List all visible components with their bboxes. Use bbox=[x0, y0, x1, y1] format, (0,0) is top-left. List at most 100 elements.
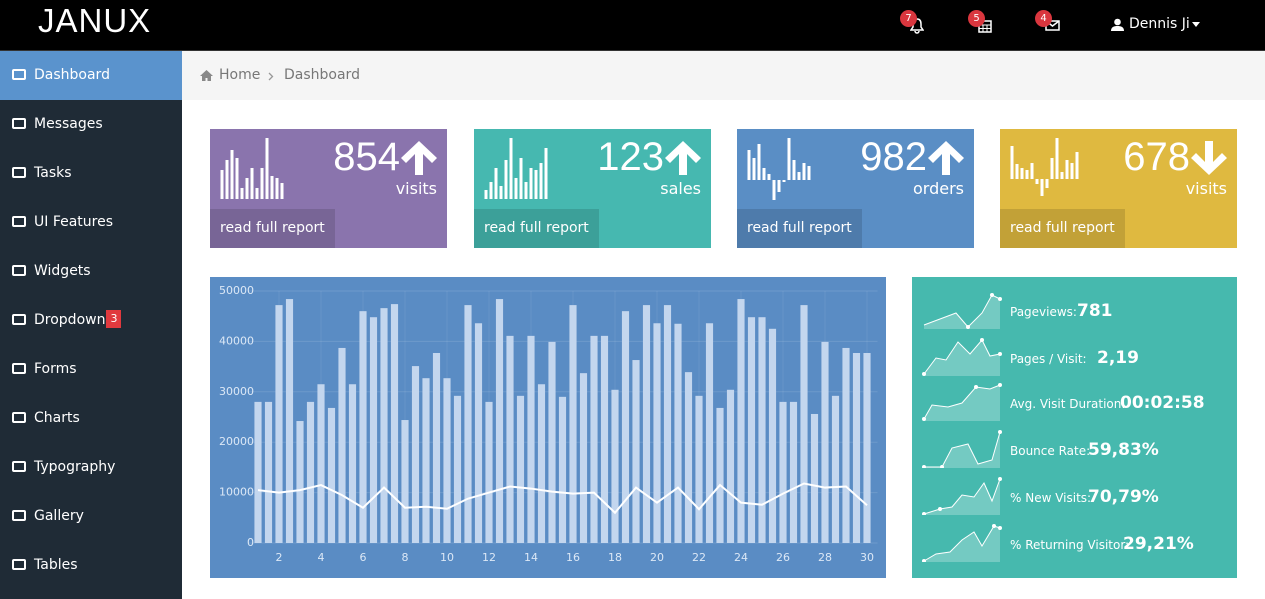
nav-item[interactable]: Messages bbox=[0, 100, 182, 149]
arrow-up bbox=[928, 141, 964, 175]
bar bbox=[663, 305, 672, 543]
bar bbox=[726, 389, 735, 543]
bar bbox=[747, 317, 756, 543]
nav-item[interactable]: Charts bbox=[0, 394, 182, 443]
sparkline bbox=[922, 477, 1002, 515]
bar bbox=[474, 323, 483, 543]
tile-link[interactable]: read full report bbox=[474, 209, 599, 248]
bar bbox=[327, 407, 336, 543]
nav-item[interactable]: Forms bbox=[0, 345, 182, 394]
stat-value: 781 bbox=[1077, 301, 1113, 321]
bar bbox=[653, 323, 661, 543]
stat-row: Pages / Visit: 2,19 bbox=[912, 338, 1237, 378]
tile-unit: visits bbox=[1185, 179, 1227, 198]
nav-icon bbox=[12, 69, 26, 80]
bar bbox=[296, 421, 304, 543]
nav-label: Messages bbox=[34, 116, 103, 132]
sparkline bbox=[922, 338, 1002, 376]
stat-label: % New Visits: bbox=[1010, 491, 1092, 505]
breadcrumb-item[interactable]: Home bbox=[219, 67, 261, 83]
x-tick-label: 8 bbox=[402, 551, 409, 564]
stat-tile: 854 visits read full report bbox=[210, 129, 447, 248]
bar bbox=[758, 317, 766, 543]
bar bbox=[537, 384, 546, 543]
x-tick-label: 10 bbox=[440, 551, 454, 564]
breadcrumb-item: Dashboard bbox=[284, 67, 360, 83]
bar bbox=[443, 378, 451, 543]
bar bbox=[338, 347, 346, 543]
nav-icon bbox=[12, 216, 26, 227]
x-tick-label: 20 bbox=[650, 551, 664, 564]
bar bbox=[411, 366, 420, 543]
bar bbox=[800, 305, 808, 543]
notification-badge: 5 bbox=[968, 10, 985, 27]
y-tick-label: 20000 bbox=[219, 435, 254, 448]
nav-icon bbox=[12, 559, 26, 570]
sparkline bbox=[922, 430, 1002, 468]
arrow-down bbox=[1191, 141, 1227, 175]
nav-item[interactable]: Tables bbox=[0, 541, 182, 590]
y-tick-label: 40000 bbox=[219, 334, 254, 347]
nav-item[interactable]: Tasks bbox=[0, 149, 182, 198]
breadcrumb: Home Dashboard bbox=[182, 51, 1265, 100]
nav-label: Dashboard bbox=[34, 67, 110, 83]
y-tick-label: 0 bbox=[247, 536, 254, 549]
bar bbox=[642, 305, 651, 543]
nav-label: Typography bbox=[34, 459, 116, 475]
nav-item[interactable]: Gallery bbox=[0, 492, 182, 541]
nav-icon bbox=[12, 167, 26, 178]
bar bbox=[579, 373, 588, 543]
separator bbox=[268, 72, 274, 81]
sparkline bbox=[922, 524, 1002, 562]
bar bbox=[863, 352, 871, 543]
bar bbox=[831, 395, 840, 543]
user-icon bbox=[1111, 18, 1124, 31]
tile-unit: orders bbox=[913, 179, 964, 198]
nav-badge: 3 bbox=[106, 310, 122, 328]
nav-icon bbox=[12, 510, 26, 521]
bar bbox=[369, 317, 378, 543]
stat-row: Pageviews: 781 bbox=[912, 291, 1237, 331]
tile-link[interactable]: read full report bbox=[210, 209, 335, 248]
bar bbox=[821, 341, 829, 543]
bar bbox=[432, 352, 441, 543]
nav-item[interactable]: UI Features bbox=[0, 198, 182, 247]
bar bbox=[632, 360, 640, 543]
stat-label: Avg. Visit Duration: bbox=[1010, 397, 1126, 411]
x-tick-label: 2 bbox=[276, 551, 283, 564]
nav-label: Forms bbox=[34, 361, 77, 377]
nav-item[interactable]: Dashboard bbox=[0, 51, 182, 100]
stat-tile: 982 orders read full report bbox=[737, 129, 974, 248]
bar bbox=[852, 352, 861, 543]
tile-value: 854 bbox=[333, 135, 400, 179]
nav-item[interactable]: Dropdown 3 bbox=[0, 296, 182, 345]
x-tick-label: 30 bbox=[860, 551, 874, 564]
bar bbox=[789, 401, 798, 543]
mini-bars bbox=[1010, 138, 1079, 196]
arrow-up bbox=[665, 141, 701, 175]
y-tick-label: 10000 bbox=[219, 486, 254, 499]
nav-item[interactable]: Widgets bbox=[0, 247, 182, 296]
bar bbox=[306, 401, 315, 543]
bar bbox=[558, 396, 567, 543]
bar bbox=[348, 384, 357, 543]
nav-item[interactable]: Typography bbox=[0, 443, 182, 492]
tile-link[interactable]: read full report bbox=[737, 209, 862, 248]
bar bbox=[600, 335, 609, 543]
stat-row: Avg. Visit Duration: 00:02:58 bbox=[912, 383, 1237, 423]
nav-icon bbox=[12, 412, 26, 423]
x-tick-label: 14 bbox=[524, 551, 538, 564]
stat-label: % Returning Visitor: bbox=[1010, 538, 1130, 552]
stat-tile: 678 visits read full report bbox=[1000, 129, 1237, 248]
tile-link[interactable]: read full report bbox=[1000, 209, 1125, 248]
x-tick-label: 12 bbox=[482, 551, 496, 564]
nav-label: Dropdown 3 bbox=[34, 296, 122, 345]
mini-bars bbox=[220, 138, 284, 199]
mini-bars bbox=[747, 138, 811, 200]
bar bbox=[401, 420, 409, 543]
sparkline bbox=[922, 383, 1002, 421]
user-name[interactable]: Dennis Ji bbox=[1129, 16, 1190, 32]
x-tick-label: 6 bbox=[360, 551, 367, 564]
bar bbox=[716, 407, 724, 543]
